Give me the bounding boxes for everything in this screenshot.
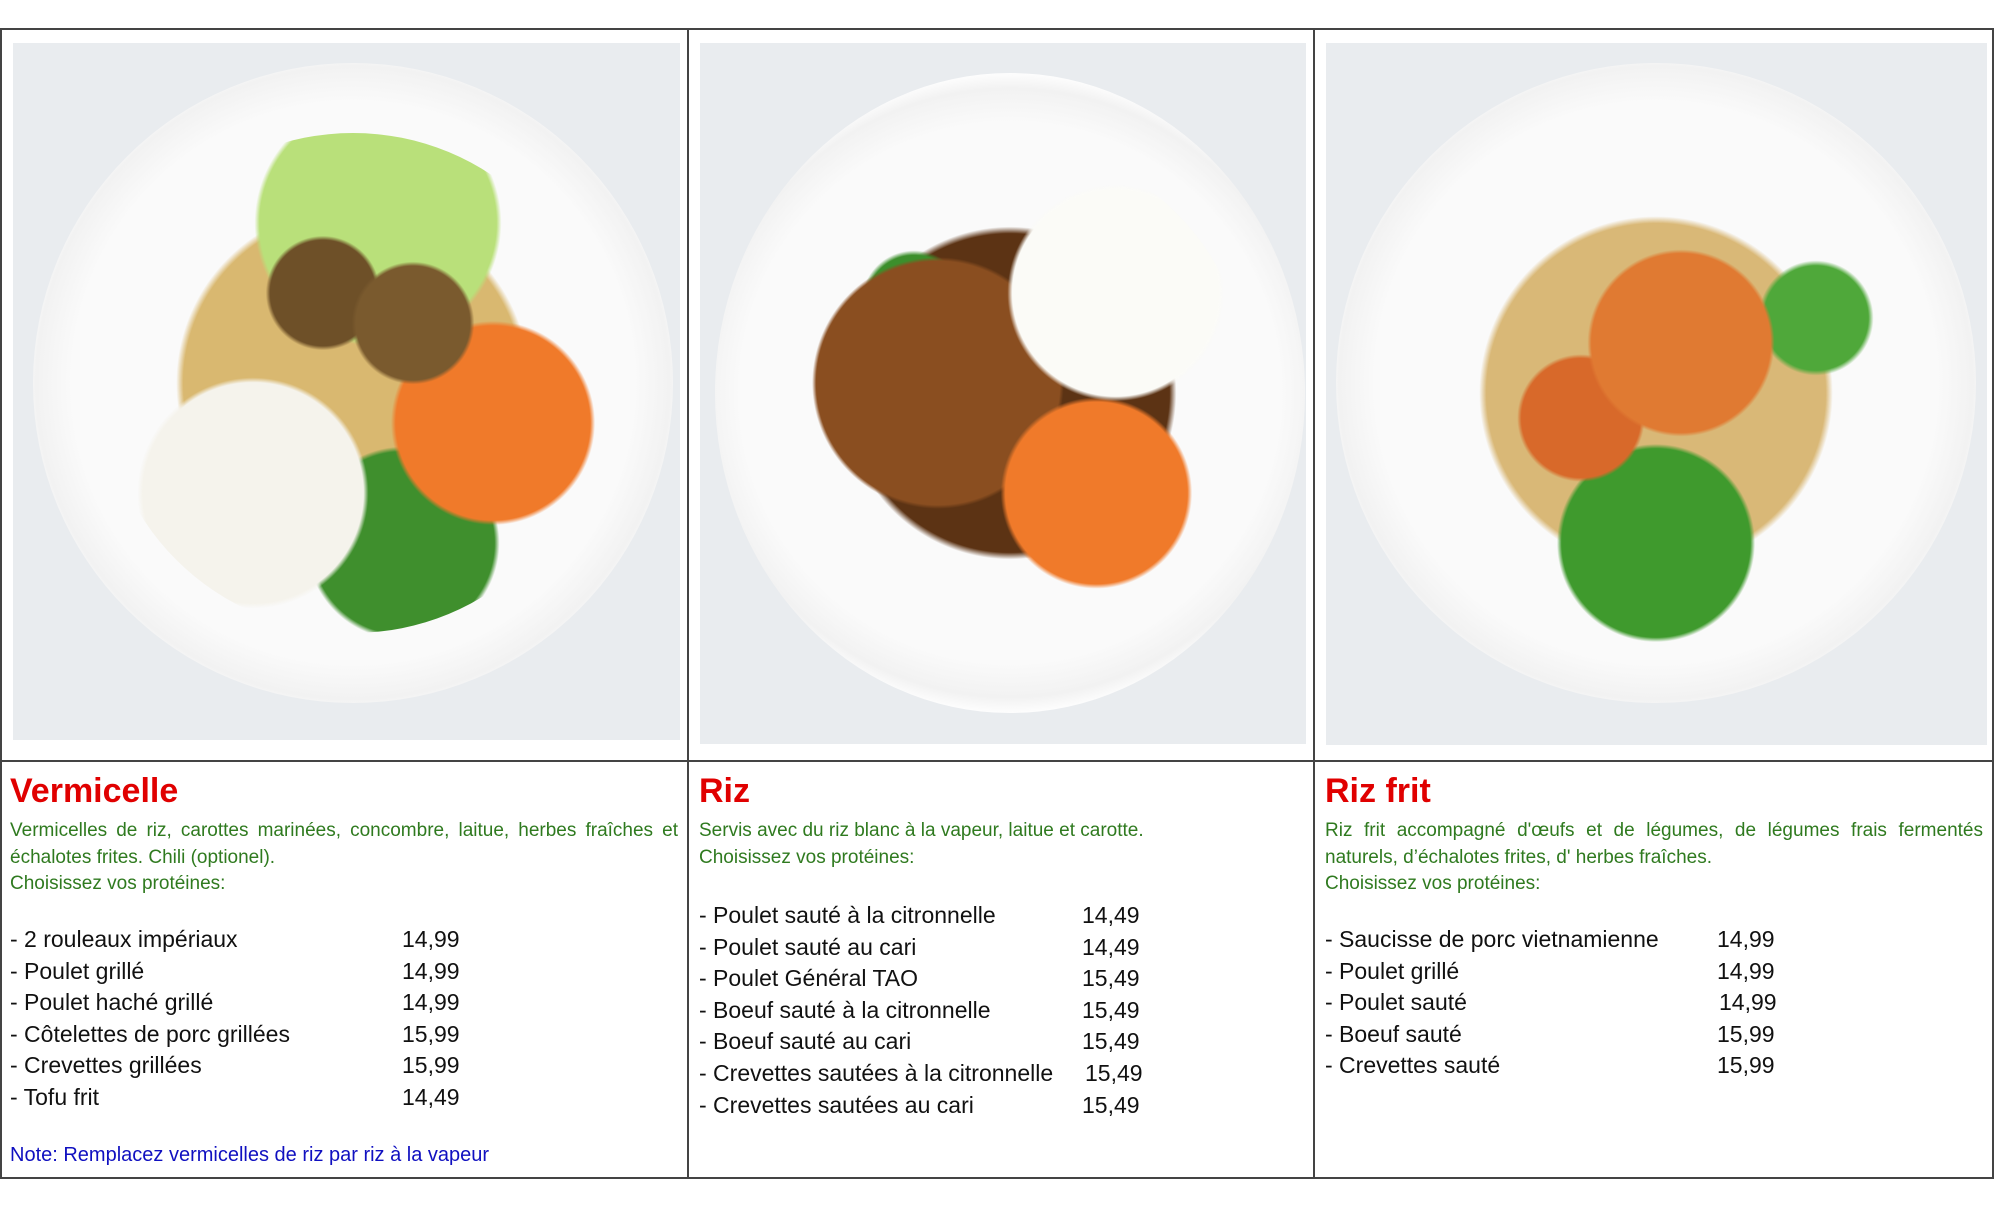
item-list: - 2 rouleaux impériaux 14,99 - Poulet gri… [10, 924, 460, 1114]
menu-item: - Saucisse de porc vietnamienne 14,99 [1325, 924, 1775, 956]
menu-item: - Poulet grillé 14,99 [10, 956, 460, 988]
section-title: Vermicelle [10, 772, 179, 810]
protein-prompt: Choisissez vos protéines: [699, 846, 915, 868]
item-price: 15,99 [402, 1020, 460, 1047]
item-price: 14,49 [1082, 902, 1140, 928]
item-price: 15,49 [1085, 1059, 1143, 1086]
item-name: - Crevettes grillées [10, 1052, 202, 1079]
item-name: - Boeuf sauté [1325, 1020, 1462, 1047]
item-price: 14,99 [1717, 926, 1775, 952]
menu-item: - Poulet grillé 14,99 [1325, 956, 1775, 988]
item-name: - Crevettes sautées au cari [699, 1091, 974, 1118]
menu-item: - Boeuf sauté à la citronnelle 15,49 [699, 995, 1140, 1027]
item-name: - Côtelettes de porc grillées [10, 1020, 290, 1047]
item-price: 15,99 [1717, 1052, 1775, 1079]
description-text: Riz frit accompagné d'œufs et de légumes… [1325, 820, 1983, 868]
menu-item: - Tofu frit 14,49 [10, 1082, 460, 1114]
menu-item: - 2 rouleaux impériaux 14,99 [10, 924, 460, 956]
column-divider [1313, 28, 1315, 1179]
menu-item: - Crevettes sautées à la citronnelle 15,4… [699, 1058, 1143, 1090]
menu-item: - Boeuf sauté au cari 15,49 [699, 1026, 1140, 1058]
item-name: - Poulet grillé [10, 957, 145, 984]
item-name: - 2 rouleaux impériaux [10, 926, 238, 952]
section-description: Vermicelles de riz, carottes marinées, c… [10, 818, 678, 898]
item-price: 15,99 [402, 1052, 460, 1079]
description-text: Vermicelles de riz, carottes marinées, c… [10, 820, 678, 868]
item-name: - Poulet sauté à la citronnelle [699, 902, 996, 928]
menu-item: - Poulet Général TAO 15,49 [699, 963, 1140, 995]
menu-item: - Crevettes sautées au cari 15,49 [699, 1090, 1140, 1122]
menu-item: - Poulet sauté 14,99 [1325, 987, 1777, 1019]
column-divider [687, 28, 689, 1179]
item-name: - Boeuf sauté à la citronnelle [699, 996, 991, 1023]
protein-prompt: Choisissez vos protéines: [10, 873, 226, 894]
menu-item: - Boeuf sauté 15,99 [1325, 1019, 1775, 1051]
item-price: 14,49 [1082, 933, 1140, 960]
item-price: 14,99 [402, 926, 460, 952]
item-price: 14,99 [1719, 989, 1777, 1016]
section-description: Servis avec du riz blanc à la vapeur, la… [699, 818, 1299, 871]
fried-rice-bowl-photo [1326, 43, 1987, 745]
menu-item: - Poulet sauté au cari 14,49 [699, 932, 1140, 964]
item-price: 14,49 [402, 1083, 460, 1110]
item-name: - Crevettes sauté [1325, 1052, 1501, 1079]
section-description: Riz frit accompagné d'œufs et de légumes… [1325, 818, 1983, 898]
item-price: 15,49 [1082, 965, 1140, 992]
item-name: - Crevettes sautées à la citronnelle [699, 1059, 1054, 1086]
menu-item: - Crevettes grillées 15,99 [10, 1050, 460, 1082]
item-name: - Saucisse de porc vietnamienne [1325, 926, 1659, 952]
item-name: - Poulet haché grillé [10, 989, 214, 1016]
substitution-note: Note: Remplacez vermicelles de riz par r… [10, 1144, 490, 1166]
menu-item: - Côtelettes de porc grillées 15,99 [10, 1019, 460, 1051]
menu-item: - Crevettes sauté 15,99 [1325, 1050, 1775, 1082]
item-name: - Tofu frit [10, 1083, 100, 1110]
row-divider [0, 760, 1994, 762]
item-price: 15,99 [1717, 1020, 1775, 1047]
item-name: - Poulet grillé [1325, 957, 1460, 984]
menu-item: - Poulet haché grillé 14,99 [10, 987, 460, 1019]
item-price: 14,99 [1717, 957, 1775, 984]
section-title: Riz frit [1325, 772, 1431, 810]
item-list: - Poulet sauté à la citronnelle 14,49 - P… [699, 900, 1143, 1122]
description-text: Servis avec du riz blanc à la vapeur, la… [699, 820, 1144, 841]
item-name: - Boeuf sauté au cari [699, 1028, 912, 1055]
item-list: - Saucisse de porc vietnamienne 14,99 - P… [1325, 924, 1777, 1082]
item-price: 15,49 [1082, 1091, 1140, 1118]
section-title: Riz [699, 772, 750, 810]
item-price: 14,99 [402, 957, 460, 984]
item-name: - Poulet sauté [1325, 989, 1467, 1016]
vermicelli-bowl-photo [13, 43, 680, 740]
rice-plate-photo [700, 43, 1306, 744]
item-name: - Poulet sauté au cari [699, 933, 917, 960]
item-name: - Poulet Général TAO [699, 965, 919, 992]
menu-frame [0, 28, 1994, 1179]
item-price: 15,49 [1082, 1028, 1140, 1055]
protein-prompt: Choisissez vos protéines: [1325, 873, 1541, 894]
item-price: 15,49 [1082, 996, 1140, 1023]
item-price: 14,99 [402, 989, 460, 1016]
menu-item: - Poulet sauté à la citronnelle 14,49 [699, 900, 1140, 932]
